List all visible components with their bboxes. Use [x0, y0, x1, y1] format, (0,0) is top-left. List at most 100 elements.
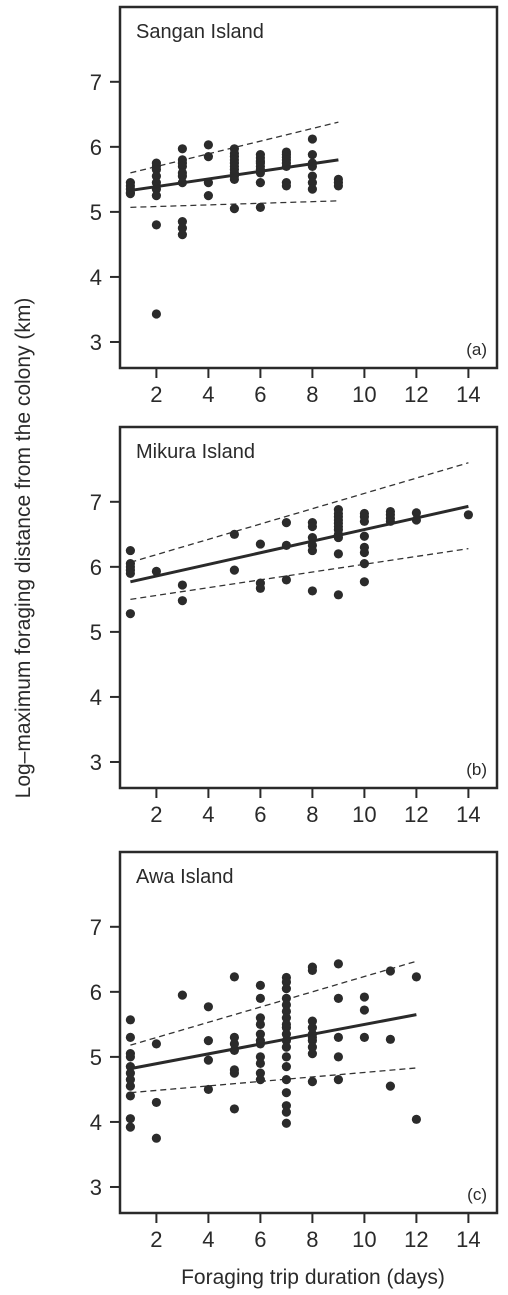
data-point — [229, 529, 239, 539]
plot-frame — [118, 850, 499, 1215]
x-axis-label: Foraging trip duration (days) — [181, 1266, 445, 1289]
data-point — [229, 204, 239, 214]
data-point — [255, 583, 265, 593]
data-point — [229, 1032, 239, 1042]
x-tick-label: 2 — [150, 382, 162, 407]
x-tick-label: 2 — [150, 1227, 162, 1252]
data-point — [125, 609, 135, 619]
y-tick-label: 5 — [90, 200, 102, 225]
data-point — [333, 1052, 343, 1062]
data-point — [411, 972, 421, 982]
data-point — [125, 545, 135, 556]
data-point — [359, 547, 369, 558]
data-point — [151, 220, 161, 230]
data-point — [125, 1075, 135, 1085]
data-point — [281, 1000, 291, 1010]
data-point — [307, 134, 317, 144]
data-point — [281, 1101, 291, 1111]
data-point — [411, 1114, 421, 1124]
data-point — [229, 1039, 239, 1049]
panel-title: Awa Island — [136, 866, 233, 888]
x-tick-label: 12 — [404, 1227, 428, 1252]
x-tick-label: 12 — [404, 382, 428, 407]
data-point — [203, 191, 213, 201]
data-point — [359, 516, 369, 526]
data-point — [307, 1042, 317, 1052]
data-point — [281, 181, 291, 191]
data-point — [307, 1077, 317, 1087]
x-tick-label: 6 — [254, 1227, 266, 1252]
data-point — [125, 1032, 135, 1042]
data-point — [151, 191, 161, 201]
data-point — [281, 1042, 291, 1052]
data-point — [307, 521, 317, 532]
data-point — [281, 1023, 291, 1033]
data-point — [255, 1068, 265, 1078]
panel-label: (a) — [466, 340, 487, 359]
data-point — [255, 1019, 265, 1029]
data-point — [307, 1023, 317, 1033]
confidence-upper-line — [130, 960, 417, 1046]
x-tick-label: 6 — [254, 382, 266, 407]
data-point — [255, 1013, 265, 1023]
data-point — [333, 1032, 343, 1042]
data-point — [203, 140, 213, 150]
data-point — [281, 1062, 291, 1072]
data-point — [385, 1081, 395, 1091]
y-tick-label: 7 — [90, 490, 102, 515]
data-point — [281, 518, 291, 528]
y-tick-label: 3 — [90, 330, 102, 355]
data-point — [333, 181, 343, 191]
x-tick-label: 10 — [352, 802, 376, 827]
data-point — [281, 1107, 291, 1117]
data-point — [203, 1055, 213, 1065]
data-point — [151, 566, 161, 577]
data-point — [281, 983, 291, 994]
data-point — [281, 1006, 291, 1016]
data-point — [125, 1122, 135, 1132]
y-tick-label: 7 — [90, 915, 102, 940]
data-point — [125, 1052, 135, 1062]
data-point — [281, 1088, 291, 1098]
data-point — [177, 596, 187, 606]
data-point — [307, 150, 317, 160]
data-point — [463, 510, 473, 520]
data-point — [125, 1015, 135, 1025]
panel-2: Mikura Island (b) 3 4 5 6 7 2 4 6 8 10 12 14 — [90, 425, 499, 827]
data-point — [307, 965, 317, 975]
data-point — [307, 184, 317, 194]
data-point — [307, 171, 317, 181]
data-point — [177, 217, 187, 227]
x-tick-label: 8 — [306, 1227, 318, 1252]
confidence-upper-line — [130, 462, 469, 563]
data-point — [359, 577, 369, 587]
data-point — [229, 565, 239, 575]
x-tick-label: 4 — [202, 802, 214, 827]
y-tick-label: 4 — [90, 685, 102, 710]
data-point — [333, 993, 343, 1003]
data-point — [281, 575, 291, 585]
x-tick-label: 14 — [456, 1227, 480, 1252]
data-point — [359, 1005, 369, 1015]
data-point — [359, 531, 369, 541]
y-tick-label: 6 — [90, 135, 102, 160]
x-tick-label: 10 — [352, 1227, 376, 1252]
y-tick-label: 4 — [90, 265, 102, 290]
data-point — [281, 1075, 291, 1085]
x-tick-label: 4 — [202, 382, 214, 407]
plot-frame — [118, 425, 499, 790]
x-tick-label: 14 — [456, 382, 480, 407]
data-point — [151, 1039, 161, 1049]
data-point — [333, 549, 343, 559]
panel-title: Mikura Island — [136, 441, 255, 463]
data-point — [281, 993, 291, 1003]
data-point — [307, 586, 317, 596]
data-point — [177, 144, 187, 154]
data-point — [177, 223, 187, 233]
data-point — [177, 580, 187, 590]
data-point — [255, 539, 265, 549]
data-point — [281, 1013, 291, 1023]
data-point — [177, 990, 187, 1000]
y-tick-label: 3 — [90, 750, 102, 775]
